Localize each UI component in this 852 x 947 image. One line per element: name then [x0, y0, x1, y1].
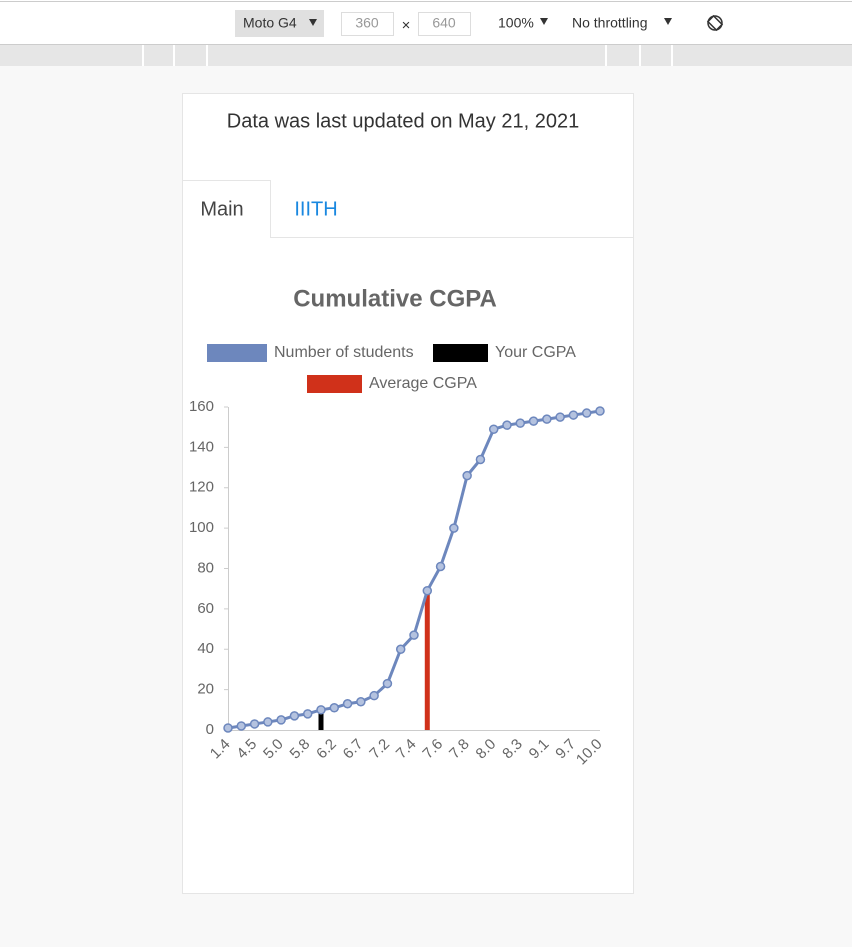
point [409, 630, 419, 640]
point [289, 711, 300, 721]
point [555, 412, 565, 422]
y-tick-label: 140 [189, 438, 214, 455]
width-value: 360 [355, 15, 379, 31]
times-sign: × [402, 17, 411, 34]
dropdown-arrow [540, 18, 548, 25]
ruler [0, 45, 852, 66]
y-tick-label: 0 [206, 721, 214, 738]
point [316, 705, 326, 715]
bar [318, 711, 324, 730]
point [462, 470, 472, 481]
tab-iiith[interactable]: IIITH [294, 198, 337, 220]
legend-swatch [207, 344, 267, 362]
point [515, 418, 526, 428]
point [276, 715, 286, 725]
device-select[interactable] [235, 10, 324, 37]
point [356, 696, 366, 707]
legend-swatch [307, 375, 362, 393]
point [568, 410, 579, 420]
point [249, 719, 260, 729]
legend-label: Average CGPA [369, 375, 477, 392]
y-tick-label: 20 [197, 681, 214, 698]
point [382, 678, 393, 689]
point [302, 709, 313, 719]
point [342, 699, 353, 709]
legend-label: Number of students [274, 344, 414, 361]
y-tick-label: 80 [197, 559, 214, 576]
point [435, 561, 446, 572]
point [449, 523, 459, 533]
legend-label: Your CGPA [495, 344, 576, 361]
rotate-icon[interactable] [706, 14, 724, 32]
point [542, 414, 552, 424]
y-tick-label: 100 [189, 519, 214, 536]
point [223, 723, 233, 733]
bar [424, 590, 430, 730]
dropdown-arrow [664, 18, 672, 25]
height-input[interactable] [418, 12, 471, 36]
point [581, 408, 592, 418]
point [502, 420, 512, 430]
tab-main[interactable]: Main [200, 198, 243, 220]
point [395, 644, 406, 654]
card [182, 93, 634, 894]
y-tick-label: 40 [197, 640, 214, 657]
dropdown-arrow [309, 19, 317, 26]
point [475, 454, 486, 465]
point [595, 406, 605, 416]
point [369, 690, 379, 701]
chart-title: Cumulative CGPA [293, 285, 497, 312]
y-tick-label: 160 [189, 398, 214, 415]
point [263, 717, 273, 727]
point [329, 703, 340, 713]
device-label: Moto G4 [243, 15, 297, 31]
throttling-select[interactable]: No throttling [572, 15, 647, 31]
header: Data was last updated on May 21, 2021 [227, 110, 579, 132]
y-tick-label: 120 [189, 479, 214, 496]
point [236, 721, 247, 731]
y-tick-label: 60 [197, 600, 214, 617]
width-input[interactable] [341, 12, 394, 36]
active-tab-border [182, 180, 271, 237]
ruler-marks [142, 45, 673, 66]
point [422, 585, 433, 596]
point [528, 416, 539, 426]
point [488, 424, 499, 434]
legend-swatch [433, 344, 488, 362]
height-value: 640 [432, 15, 456, 31]
zoom-select[interactable]: 100% [498, 15, 534, 31]
